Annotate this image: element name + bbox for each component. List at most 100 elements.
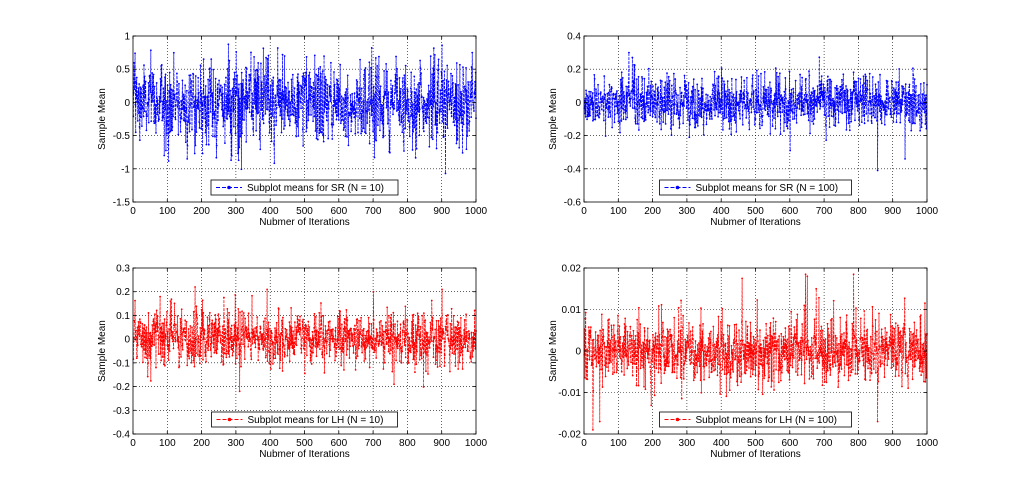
data-point [718,111,721,114]
data-point [824,338,827,341]
data-point [374,57,377,59]
data-point [448,99,451,101]
data-point [917,356,920,359]
data-point [364,85,367,87]
data-point [137,333,140,336]
data-point [260,338,262,341]
data-point [441,288,443,291]
data-point [446,101,449,104]
x-tick-label: 500 [747,206,764,217]
data-point [442,327,444,330]
data-point [249,338,252,341]
data-point [724,342,727,345]
data-point [402,140,405,143]
data-point [441,44,443,47]
data-point [778,335,781,337]
data-point [891,325,893,328]
data-point [243,331,246,333]
data-point [327,321,330,323]
data-point [206,347,209,350]
data-point [738,348,741,350]
data-point [612,348,615,351]
data-point [734,121,737,124]
data-point [304,327,307,330]
data-point [834,365,837,367]
data-point [142,115,145,118]
data-point [430,340,433,342]
data-point [170,334,172,337]
data-point [380,319,382,322]
data-point [245,67,248,70]
data-point [645,103,648,105]
data-point [192,359,195,362]
data-point [360,341,363,344]
data-point [795,114,798,117]
data-point [723,358,726,361]
data-point [472,104,475,106]
data-point [386,100,389,103]
data-point [377,75,380,78]
data-point [701,346,703,349]
data-point [740,97,743,100]
data-point [665,336,668,339]
data-point [353,333,356,336]
data-point [321,356,324,359]
data-point [441,92,444,95]
data-point [285,328,288,331]
data-point [178,366,180,369]
data-point [807,119,810,122]
data-point [372,290,375,293]
y-tick-label: -0.4 [113,430,131,441]
data-point [401,80,404,83]
x-tick-label: 0 [130,206,136,217]
data-point [379,334,382,337]
data-point [302,318,305,321]
data-point [160,340,163,343]
data-point [227,110,230,112]
data-point [829,374,832,376]
data-point [746,103,749,106]
data-point [232,110,235,113]
data-point [829,104,832,107]
data-point [419,333,421,336]
data-point [721,77,724,80]
data-point [717,315,720,318]
data-point [171,331,174,333]
data-point [329,100,332,103]
data-point [921,102,924,105]
data-point [264,337,267,340]
data-point [449,348,452,350]
data-point [733,113,736,115]
data-point [208,318,211,321]
data-point [682,103,685,105]
data-point [311,105,314,108]
data-point [722,351,724,354]
data-point [461,334,463,337]
data-point [158,95,161,98]
data-point [645,105,647,108]
data-point [716,77,718,80]
data-point [589,90,592,93]
data-point [395,337,398,339]
data-point [666,328,669,331]
data-point [746,334,749,336]
data-point [298,319,300,322]
data-point [305,325,308,327]
data-point [169,83,172,86]
data-point [290,113,293,116]
data-point [684,338,687,341]
y-axis-label: Sample Mean [97,320,108,382]
data-point [656,103,659,106]
data-point [599,101,602,104]
data-point [234,294,237,296]
data-point [134,299,136,302]
data-point [584,376,586,379]
data-point [312,337,315,340]
data-point [329,337,332,340]
data-point [395,86,398,89]
data-point [675,92,677,94]
data-point [623,108,626,111]
data-point [703,347,706,349]
data-point [798,100,801,103]
data-point [469,356,472,358]
